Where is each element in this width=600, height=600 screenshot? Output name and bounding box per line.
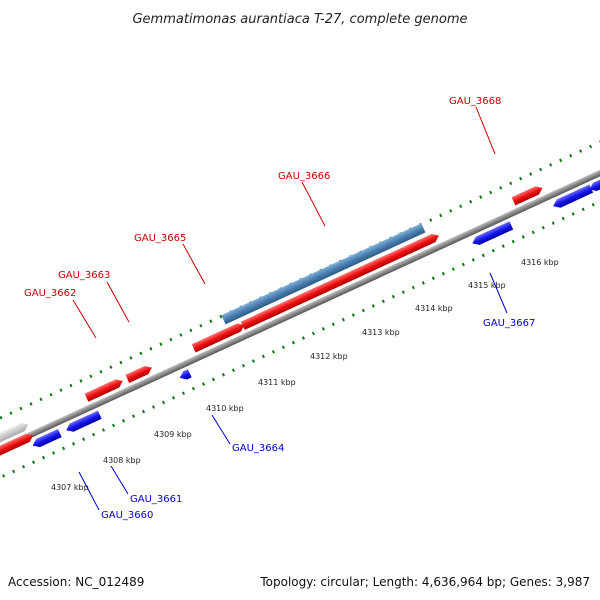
gene-label-reverse: GAU_3667 — [483, 318, 535, 329]
gene-arrow-forward — [191, 323, 245, 353]
gene-arrow-reverse — [472, 221, 514, 245]
gene-arrow-reverse — [179, 369, 192, 380]
tick-label: 4315 kbp — [468, 281, 506, 290]
leader-line — [110, 465, 129, 495]
leader-line — [78, 471, 100, 511]
tick-label: 4307 kbp — [51, 483, 89, 492]
gene-label-forward: GAU_3663 — [58, 270, 110, 281]
top-gene-labels: GAU_3662 GAU_3663 GAU_3665 GAU_3666 GAU_… — [24, 96, 501, 339]
gene-label-reverse: GAU_3664 — [232, 443, 284, 454]
gene-arrow-forward — [511, 186, 543, 206]
tick-label: 4309 kbp — [154, 430, 192, 439]
gene-arrow-forward — [0, 433, 34, 458]
gene-arrow-reverse — [553, 184, 594, 208]
genome-backbone — [0, 162, 600, 461]
gene-arrow-forward — [0, 422, 29, 448]
gene-label-forward: GAU_3666 — [278, 171, 330, 182]
leader-line — [106, 281, 130, 323]
tick-label: 4308 kbp — [103, 456, 141, 465]
genome-summary-text: Topology: circular; Length: 4,636,964 bp… — [259, 575, 590, 589]
gene-arrow-highlight — [221, 223, 426, 325]
gene-label-reverse: GAU_3661 — [130, 494, 182, 505]
gene-label-reverse: GAU_3660 — [101, 510, 153, 521]
tick-label: 4313 kbp — [362, 328, 400, 337]
genome-band — [0, 129, 600, 483]
leader-line — [489, 272, 508, 314]
gene-arrow-reverse — [32, 428, 62, 448]
leader-line — [211, 414, 231, 445]
tick-label: 4310 kbp — [206, 404, 244, 413]
leader-line — [72, 299, 97, 339]
gene-arrow-reverse — [66, 410, 102, 432]
tick-label: 4316 kbp — [521, 258, 559, 267]
bottom-gene-labels: GAU_3660 GAU_3661 GAU_3664 GAU_3667 — [78, 272, 535, 521]
leader-line — [301, 181, 326, 227]
gene-arrow-forward — [84, 379, 123, 402]
gene-arrow-forward — [240, 233, 439, 330]
tick-label: 4314 kbp — [415, 304, 453, 313]
gene-arrow-forward — [125, 366, 152, 383]
gene-label-forward: GAU_3665 — [134, 233, 186, 244]
page-title: Gemmatimonas aurantiaca T-27, complete g… — [132, 12, 467, 27]
leader-line — [182, 243, 206, 285]
tick-labels: 4307 kbp 4308 kbp 4309 kbp 4310 kbp 4311… — [51, 258, 559, 492]
gene-label-forward: GAU_3668 — [449, 96, 501, 107]
tick-label: 4311 kbp — [258, 378, 296, 387]
accession-text: Accession: NC_012489 — [8, 575, 144, 589]
leader-line — [475, 106, 496, 155]
tick-label: 4312 kbp — [310, 352, 348, 361]
gene-label-forward: GAU_3662 — [24, 288, 76, 299]
